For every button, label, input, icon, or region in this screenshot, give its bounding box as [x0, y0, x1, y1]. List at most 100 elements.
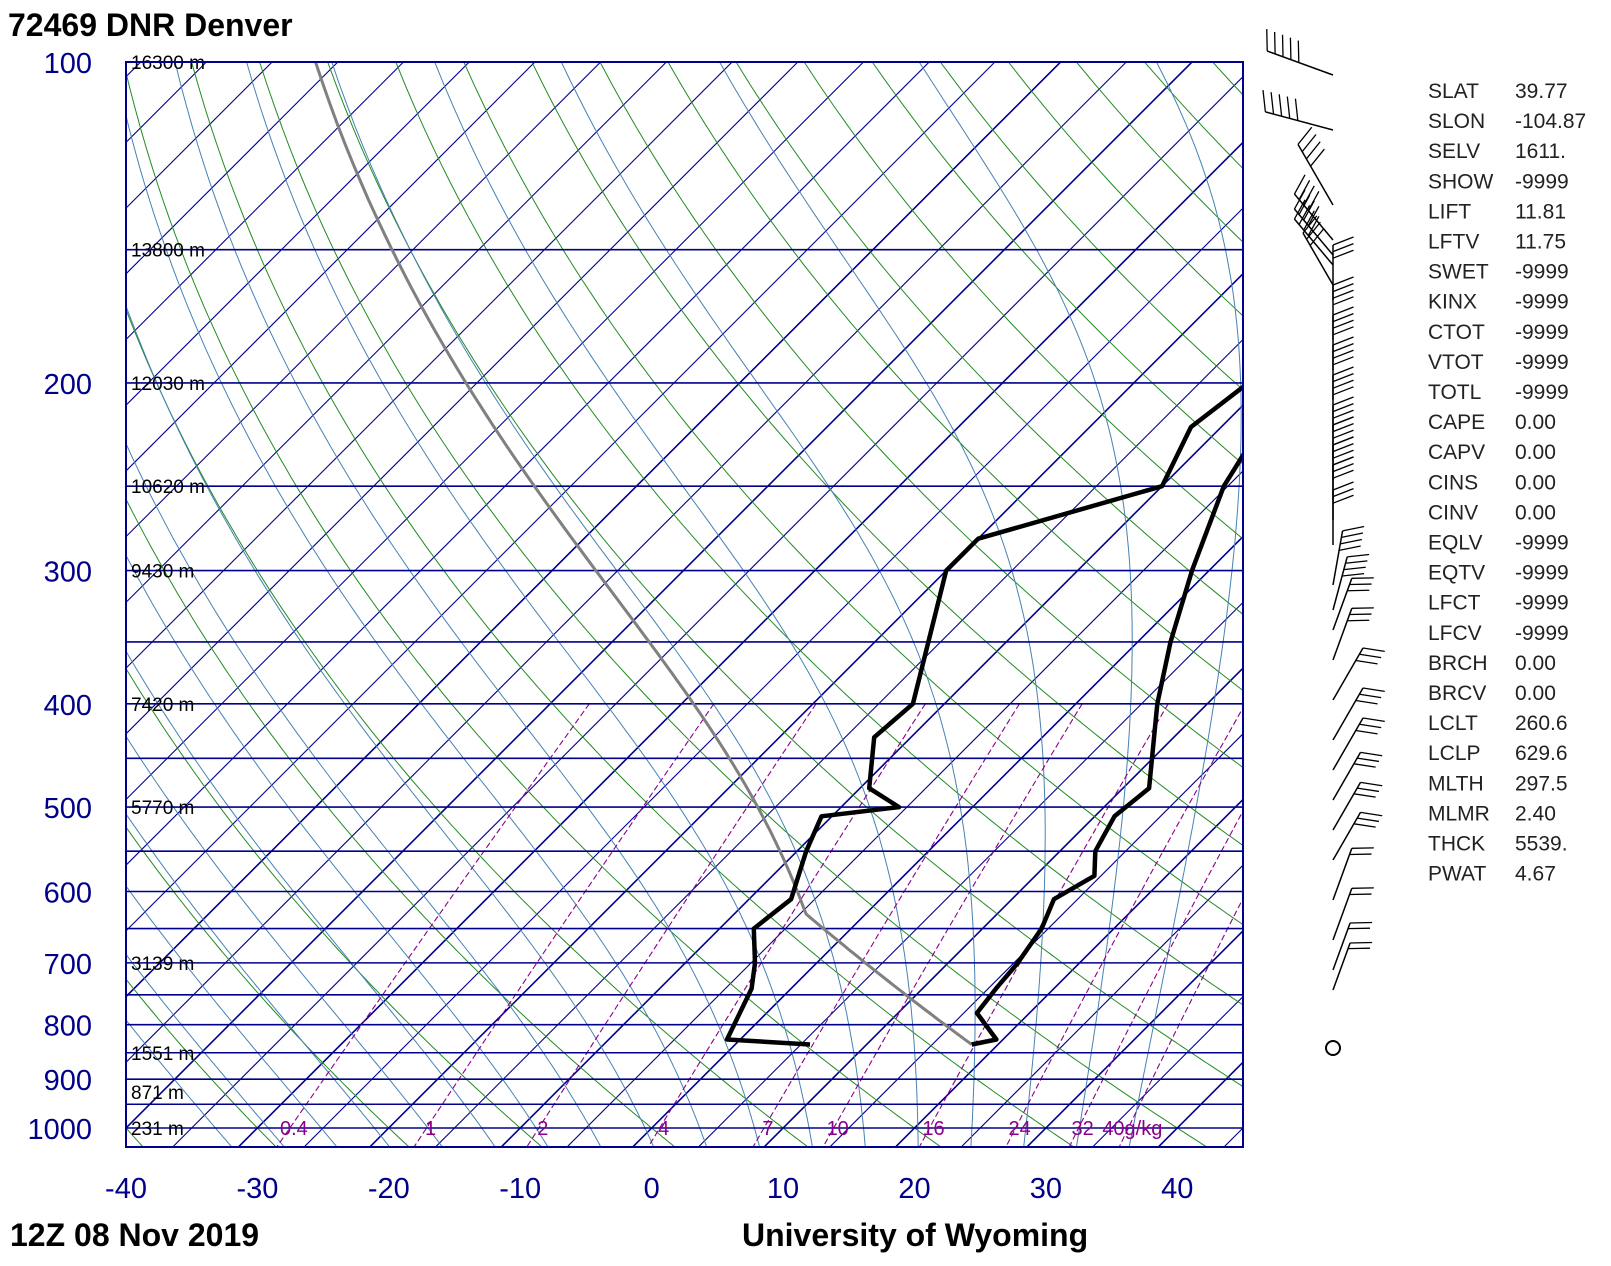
- wind-barb-icon: [1302, 232, 1334, 286]
- dry-adiabat-line: [191, 62, 1075, 1147]
- wind-barb-feather: [1362, 647, 1385, 653]
- wind-barb-feather: [1306, 221, 1321, 240]
- height-label: 871 m: [131, 1083, 184, 1104]
- index-name: BRCH: [1428, 652, 1488, 675]
- index-value: -9999: [1515, 592, 1569, 615]
- wind-barb-feather: [1332, 356, 1354, 366]
- index-value: 0.00: [1515, 441, 1556, 464]
- height-label: 9430 m: [131, 562, 194, 583]
- isotherm-line: [126, 62, 536, 472]
- index-value: -104.87: [1515, 110, 1586, 133]
- moist-adiabat-line: [126, 953, 285, 1147]
- moist-adiabat-line: [126, 442, 602, 1147]
- wind-barb-icon: [1332, 578, 1353, 631]
- height-label: 1551 m: [131, 1044, 194, 1065]
- wind-barb-feather: [1332, 296, 1354, 306]
- wind-barb-feather: [1293, 189, 1306, 210]
- wind-barb-feather: [1362, 687, 1385, 693]
- wind-barb-feather: [1298, 204, 1311, 225]
- wind-barb-feather: [1357, 757, 1380, 763]
- moist-adiabat-line: [174, 62, 761, 1147]
- wind-barb-icon: [1332, 811, 1362, 861]
- index-value: -9999: [1515, 291, 1569, 314]
- index-name: LCLT: [1428, 712, 1478, 735]
- wind-barb-feather: [1347, 553, 1370, 558]
- isotherm-line: [126, 62, 1127, 1064]
- wind-barb-feather: [1332, 366, 1354, 376]
- wind-barb-feather: [1360, 781, 1383, 787]
- isotherm-line: [126, 62, 930, 866]
- wind-barb-feather: [1286, 96, 1291, 119]
- height-label: 12030 m: [131, 374, 205, 395]
- wind-barb-feather: [1355, 659, 1378, 665]
- wind-barb-feather: [1298, 194, 1311, 215]
- index-name: LIFT: [1428, 200, 1471, 223]
- wind-barb-feather: [1332, 481, 1354, 491]
- isotherm-line: [126, 62, 996, 932]
- wind-barb-feather: [1355, 729, 1378, 735]
- stability-indices-table: SLAT 39.77 SLON -104.87 SELV 1611. SHOW -9999 LI…: [1428, 80, 1586, 886]
- mixing-ratio-line: [1068, 809, 1243, 1147]
- wind-barb-feather: [1332, 386, 1354, 396]
- dry-adiabat-line: [871, 62, 1243, 465]
- wind-barb-feather: [1359, 723, 1382, 729]
- index-name: EQTV: [1428, 562, 1485, 585]
- wind-barb-feather: [1293, 174, 1306, 195]
- wind-barb-feather: [1302, 215, 1318, 234]
- dry-adiabat-line: [531, 62, 1243, 847]
- chart-date-label: 12Z 08 Nov 2019: [10, 1217, 259, 1253]
- wind-barb-column: [1262, 29, 1385, 1056]
- wind-barb-feather: [1332, 319, 1354, 329]
- index-name: THCK: [1428, 833, 1485, 856]
- isotherm-line: [126, 62, 404, 341]
- wind-barb-feather: [1332, 276, 1354, 286]
- wind-barb-feather: [1307, 205, 1320, 226]
- wind-barb-feather: [1357, 817, 1380, 823]
- pressure-tick-label: 600: [44, 878, 92, 910]
- isotherm-line: [237, 141, 1243, 1147]
- isotherm-line: [126, 62, 667, 604]
- wind-barb-feather: [1293, 199, 1306, 220]
- dry-adiabat-line: [126, 667, 543, 1147]
- wind-barb-feather: [1355, 699, 1378, 705]
- moist-adiabat-line: [126, 554, 549, 1147]
- isotherm-line: [126, 62, 799, 735]
- height-label: 10620 m: [131, 477, 205, 498]
- index-value: 629.6: [1515, 742, 1568, 765]
- wind-barb-feather: [1338, 545, 1361, 551]
- isotherm-line: [126, 62, 1062, 998]
- moist-adiabat-line: [126, 1019, 233, 1147]
- index-value: -9999: [1515, 351, 1569, 374]
- index-name: SLAT: [1428, 80, 1479, 103]
- index-name: LCLP: [1428, 742, 1481, 765]
- wind-barb-feather: [1342, 572, 1365, 577]
- mixing-ratio-label: 2: [537, 1118, 548, 1140]
- height-label: 7420 m: [131, 695, 194, 716]
- index-name: VTOT: [1428, 351, 1484, 374]
- index-name: CAPE: [1428, 411, 1485, 434]
- index-value: 0.00: [1515, 501, 1556, 524]
- wind-barb-feather: [1353, 793, 1376, 798]
- index-value: 0.00: [1515, 682, 1556, 705]
- wind-barb-feather: [1332, 449, 1354, 459]
- wind-barb-feather: [1332, 243, 1354, 253]
- parcel-trace-line: [313, 62, 973, 1046]
- wind-barb-feather: [1332, 429, 1354, 439]
- mixing-ratio-label: 10: [827, 1118, 849, 1140]
- pressure-tick-label: 900: [44, 1065, 92, 1097]
- wind-barb-feather: [1360, 811, 1383, 817]
- temperature-tick-label: 40: [1161, 1173, 1193, 1205]
- pressure-tick-label: 400: [44, 690, 92, 722]
- index-value: -9999: [1515, 261, 1569, 284]
- dry-adiabat-line: [126, 978, 277, 1147]
- index-value: 39.77: [1515, 80, 1568, 103]
- pressure-tick-label: 200: [44, 369, 92, 401]
- dry-adiabat-line: [126, 826, 410, 1147]
- index-value: -9999: [1515, 381, 1569, 404]
- temperature-tick-label: -30: [236, 1173, 278, 1205]
- moist-adiabat-line: [719, 62, 1046, 1147]
- index-name: MLMR: [1428, 802, 1490, 825]
- wind-barb-feather: [1332, 373, 1354, 383]
- wind-barb-icon: [1332, 647, 1364, 701]
- wind-barb-feather: [1332, 236, 1354, 246]
